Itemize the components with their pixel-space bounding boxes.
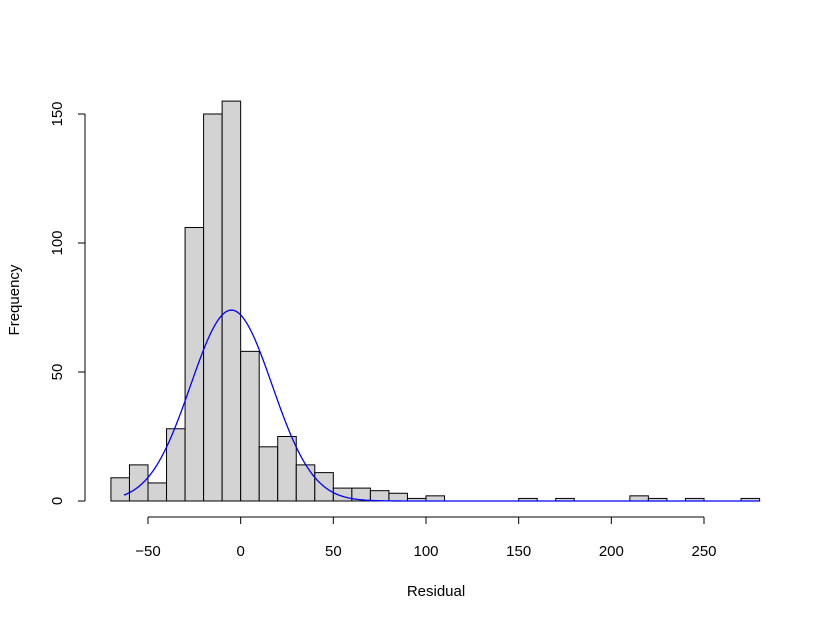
x-tick-label: 200 bbox=[599, 543, 624, 560]
x-tick-label: 50 bbox=[325, 543, 342, 560]
histogram-bar bbox=[110, 477, 130, 502]
x-axis: −50 0 50 100 150 200 250 bbox=[135, 516, 717, 560]
x-tick-label: 100 bbox=[413, 543, 438, 560]
x-axis-title: Residual bbox=[407, 583, 465, 600]
histogram-bars bbox=[110, 100, 761, 502]
y-tick-label: 50 bbox=[49, 364, 66, 381]
x-ticks: −50 0 50 100 150 200 250 bbox=[135, 517, 717, 560]
histogram-bar bbox=[184, 227, 205, 502]
y-tick-label: 150 bbox=[49, 101, 66, 126]
histogram-bar bbox=[128, 464, 149, 502]
y-ticks: 0 50 100 150 bbox=[49, 101, 85, 505]
histogram-bar bbox=[629, 495, 649, 502]
x-tick-label: −50 bbox=[135, 543, 160, 560]
histogram-bar bbox=[147, 482, 168, 502]
histogram-bar bbox=[388, 492, 408, 502]
histogram-bar bbox=[221, 100, 242, 502]
histogram-bar bbox=[258, 446, 279, 502]
y-axis-title: Frequency bbox=[6, 264, 23, 335]
histogram-bar bbox=[277, 436, 297, 502]
histogram-bar bbox=[369, 490, 390, 502]
x-tick-label: 250 bbox=[691, 543, 716, 560]
y-tick-label: 0 bbox=[49, 497, 66, 505]
normal-density-curve bbox=[123, 309, 760, 502]
x-tick-label: 150 bbox=[506, 543, 531, 560]
histogram-bar bbox=[203, 113, 223, 502]
y-tick-label: 100 bbox=[49, 230, 66, 255]
histogram-bar bbox=[425, 495, 446, 502]
x-tick-label: 0 bbox=[236, 543, 244, 560]
y-axis: 0 50 100 150 bbox=[49, 101, 86, 505]
histogram-bar bbox=[295, 464, 316, 502]
histogram-bar bbox=[240, 350, 260, 502]
